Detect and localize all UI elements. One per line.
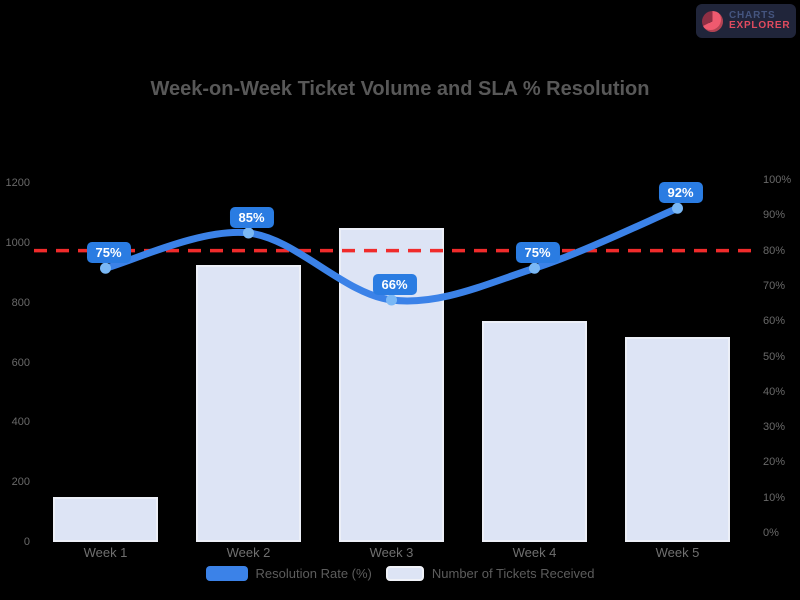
- legend-label-bar-series: Number of Tickets Received: [431, 566, 595, 581]
- right-axis-tick-label: 40%: [763, 385, 786, 398]
- right-axis-tick-label: 90%: [763, 209, 786, 222]
- line-point-marker: [243, 227, 254, 239]
- legend-swatch-line-series: [205, 566, 248, 581]
- line-point-marker: [529, 262, 540, 274]
- data-label-bubble: 75%: [86, 242, 131, 264]
- brand-logo[interactable]: CHARTS EXPLORER: [696, 4, 796, 38]
- bar: [482, 320, 587, 542]
- x-axis-category-label: Week 3: [369, 545, 414, 560]
- right-axis-tick-label: 70%: [763, 279, 786, 292]
- left-axis-tick-label: 0: [23, 536, 30, 548]
- line-point-marker: [100, 262, 111, 274]
- x-axis-category-label: Week 2: [226, 545, 271, 560]
- legend-item-line-series[interactable]: Resolution Rate (%): [205, 566, 372, 581]
- bar: [196, 265, 301, 542]
- right-axis-tick-label: 60%: [763, 315, 786, 328]
- right-axis-tick-label: 30%: [763, 421, 786, 434]
- left-axis-tick-label: 800: [11, 296, 30, 309]
- data-label-bubble: 85%: [229, 206, 274, 228]
- brand-name-line1: CHARTS: [729, 9, 776, 21]
- left-axis-tick-label: 200: [11, 476, 30, 489]
- data-label-bubble: 92%: [658, 182, 703, 204]
- legend-label-line-series: Resolution Rate (%): [255, 566, 372, 581]
- legend: Resolution Rate (%) Number of Tickets Re…: [0, 566, 800, 581]
- left-axis-tick-label: 600: [11, 356, 30, 369]
- bar: [625, 337, 730, 542]
- line-point-marker: [672, 202, 683, 214]
- legend-swatch-bar-series: [385, 566, 424, 581]
- pie-chart-logo-icon: [702, 10, 723, 32]
- data-label-bubble: 66%: [372, 274, 417, 296]
- right-axis-tick-label: 0%: [763, 527, 779, 539]
- right-axis-tick-label: 20%: [763, 456, 786, 469]
- legend-item-bar-series[interactable]: Number of Tickets Received: [385, 566, 595, 581]
- x-axis-category-label: Week 4: [512, 545, 557, 560]
- chart-title: Week-on-Week Ticket Volume and SLA % Res…: [150, 78, 650, 100]
- bar: [53, 497, 158, 542]
- right-axis-tick-label: 10%: [763, 491, 786, 504]
- x-axis-category-label: Week 5: [655, 545, 700, 560]
- x-axis-category-label: Week 1: [83, 545, 128, 560]
- right-axis-tick-label: 80%: [763, 244, 786, 257]
- right-axis-tick-label: 100%: [763, 174, 792, 186]
- left-axis-tick-label: 1200: [5, 177, 30, 189]
- left-axis-tick-label: 1000: [5, 236, 30, 249]
- left-axis-tick-label: 400: [11, 416, 30, 429]
- brand-wordmark: CHARTS EXPLORER: [729, 9, 791, 32]
- right-axis-tick-label: 50%: [763, 350, 786, 363]
- brand-name-line2: EXPLORER: [729, 20, 791, 31]
- data-label-bubble: 75%: [515, 242, 560, 264]
